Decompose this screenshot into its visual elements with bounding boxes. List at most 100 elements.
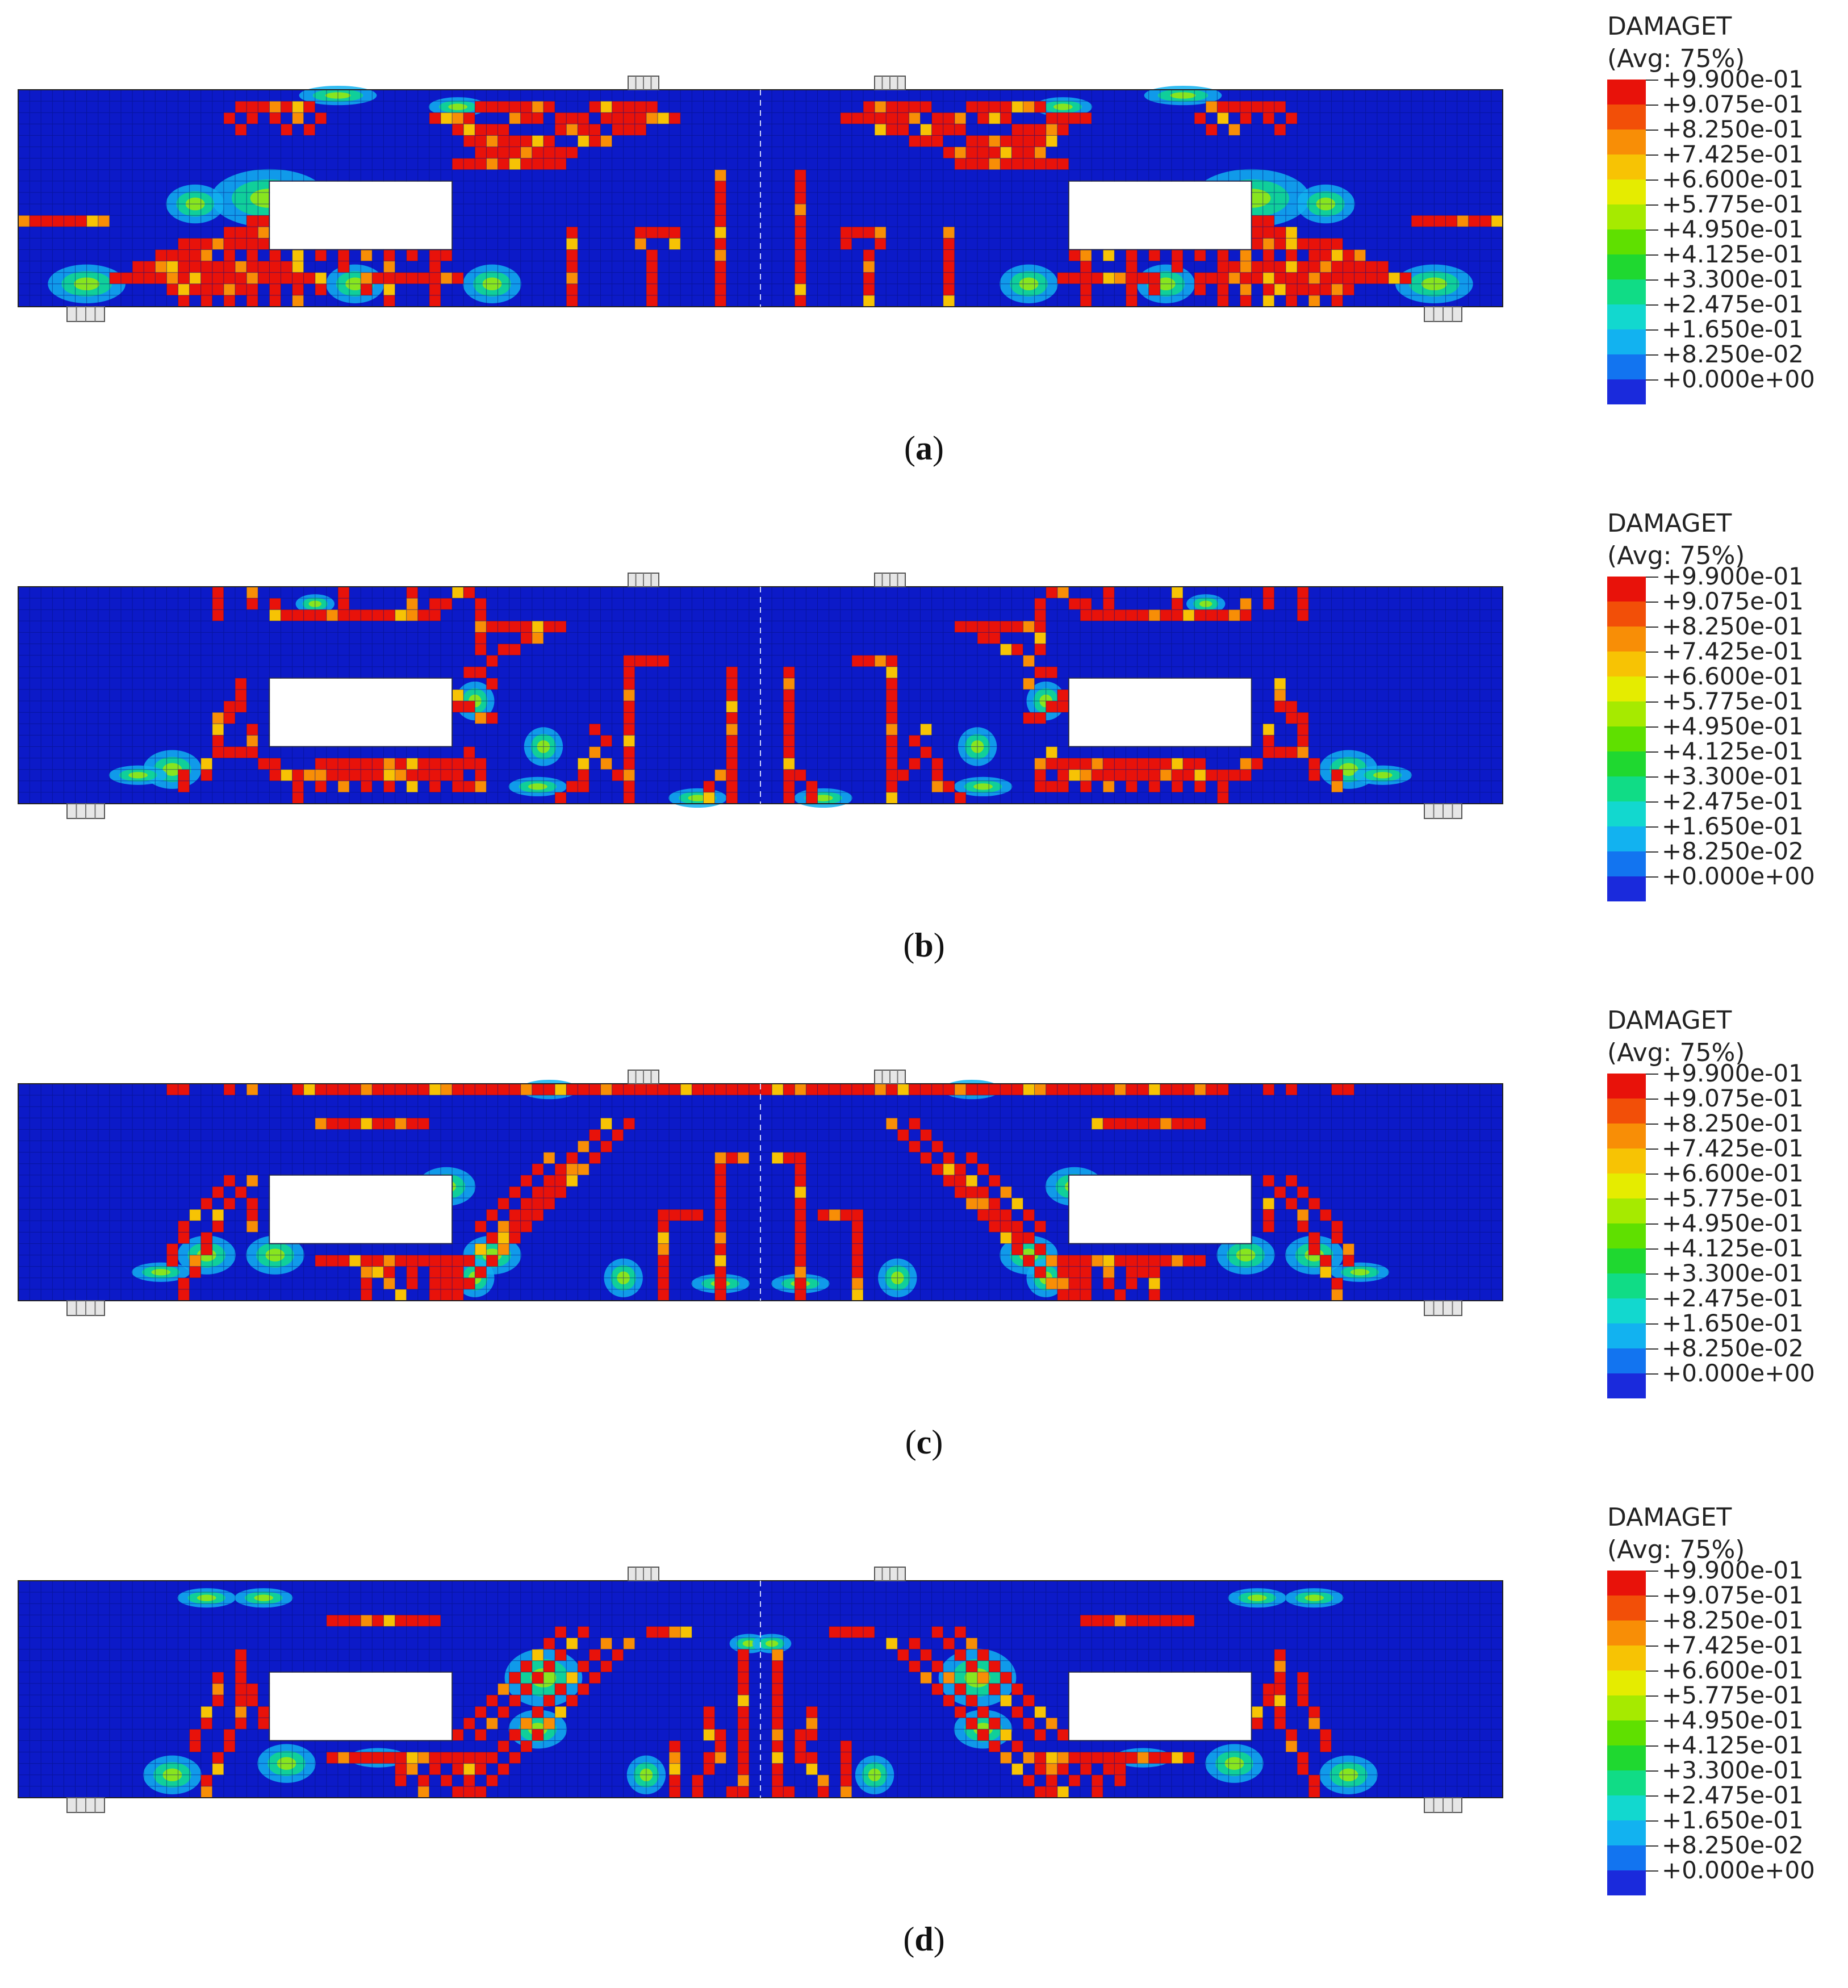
damage-cell [497, 147, 509, 158]
damage-cell [1171, 261, 1183, 273]
damage-cell [1251, 1718, 1263, 1730]
damage-cell [1262, 1084, 1274, 1096]
damage-cell [543, 1198, 555, 1210]
damage-cell [772, 1683, 784, 1695]
damage-cell [772, 1695, 784, 1707]
damage-cell [1285, 1198, 1298, 1210]
damage-cell [200, 261, 212, 273]
damage-cell [520, 632, 532, 644]
damage-cell [669, 1740, 681, 1752]
damage-cell [566, 227, 578, 239]
damage-cell [303, 101, 315, 113]
damage-cell [246, 1084, 258, 1096]
damage-cell [1297, 272, 1309, 284]
damage-cell [886, 769, 898, 781]
damage-cell [406, 1255, 418, 1267]
damage-cell [235, 1660, 247, 1672]
damage-legend: DAMAGET (Avg: 75%) +9.900e-01 +9.075e-01 +… [1607, 1501, 1840, 1895]
damage-cell [943, 283, 955, 295]
damage-cell [212, 1186, 224, 1198]
legend-swatch [1607, 1770, 1646, 1795]
damage-cell [361, 1255, 373, 1267]
damage-cell [851, 1221, 863, 1233]
damage-cell [246, 272, 258, 284]
damage-cell [783, 689, 795, 701]
legend-tick [1646, 304, 1658, 306]
damage-cell [1285, 249, 1298, 261]
damage-cell [200, 272, 212, 284]
damage-cell [737, 1774, 749, 1786]
damage-cell [326, 1084, 338, 1096]
damage-cell [977, 1729, 989, 1741]
damage-cell [520, 621, 532, 633]
damage-cell [1274, 1672, 1286, 1684]
damage-cell [235, 283, 247, 295]
damage-cell [783, 712, 795, 724]
damage-cell [566, 1672, 578, 1684]
damage-cell [497, 135, 509, 147]
damage-cell [886, 724, 898, 736]
damage-cell [246, 598, 258, 610]
damage-cell [1423, 215, 1435, 227]
damage-cell [1251, 758, 1263, 770]
legend-level-label: +5.775e-01 [1662, 190, 1804, 218]
damage-cell [840, 1786, 852, 1798]
damage-cell [578, 1084, 589, 1096]
damage-cell [1126, 261, 1138, 273]
damage-cell [1023, 1232, 1035, 1244]
damage-cell [851, 1266, 863, 1278]
damage-cell [475, 124, 487, 136]
damage-cell [737, 1718, 749, 1730]
damage-cell [646, 1084, 658, 1096]
damage-cell [1057, 1729, 1069, 1741]
legend-level-label: +7.425e-01 [1662, 140, 1804, 168]
damage-cell [235, 1683, 247, 1695]
damage-cell [566, 249, 578, 261]
damage-cell [543, 101, 555, 113]
damage-cell [840, 1774, 852, 1786]
damage-cell [1160, 609, 1172, 621]
damage-cell [338, 249, 350, 261]
damage-cell [1240, 598, 1252, 610]
damage-cell [1046, 666, 1057, 678]
damage-cell [795, 227, 806, 239]
damage-cell [486, 1232, 498, 1244]
damage-cell [543, 147, 555, 158]
damage-cell [795, 261, 806, 273]
damage-halo [151, 1269, 171, 1276]
damage-cell [440, 598, 453, 610]
legend-swatch [1607, 1099, 1646, 1124]
damage-cell [1103, 1255, 1115, 1267]
damage-cell [623, 701, 635, 713]
beam-body [18, 1580, 1503, 1798]
damage-cell [1034, 712, 1046, 724]
damage-cell [1217, 272, 1229, 284]
figure-caption: (a) [904, 429, 944, 467]
damage-cell [806, 1084, 818, 1096]
damage-cell [1262, 746, 1274, 758]
damage-cell [714, 1163, 726, 1175]
damage-cell [486, 1718, 498, 1730]
damage-cell [1080, 780, 1092, 792]
support-right [1424, 306, 1462, 322]
damage-cell [600, 1084, 612, 1096]
damage-cell [1377, 272, 1389, 284]
damage-cell [406, 758, 418, 770]
damage-cell [1023, 1209, 1035, 1221]
legend-tick [1646, 105, 1658, 106]
damage-legend: DAMAGET (Avg: 75%) +9.900e-01 +9.075e-01 +… [1607, 10, 1840, 404]
damage-cell [486, 101, 498, 113]
damage-cell [166, 272, 178, 284]
load-plate-left [628, 573, 659, 587]
damage-cell [977, 1209, 989, 1221]
damage-cell [1206, 124, 1218, 136]
legend-tick [1646, 1870, 1658, 1872]
damage-cell [875, 238, 887, 250]
damage-cell [486, 712, 498, 724]
damage-cell [246, 1209, 258, 1221]
damage-cell [509, 644, 521, 655]
damage-cell [212, 587, 224, 599]
damage-cell [452, 1763, 464, 1775]
damage-cell [965, 1695, 978, 1707]
damage-cell [269, 295, 281, 307]
